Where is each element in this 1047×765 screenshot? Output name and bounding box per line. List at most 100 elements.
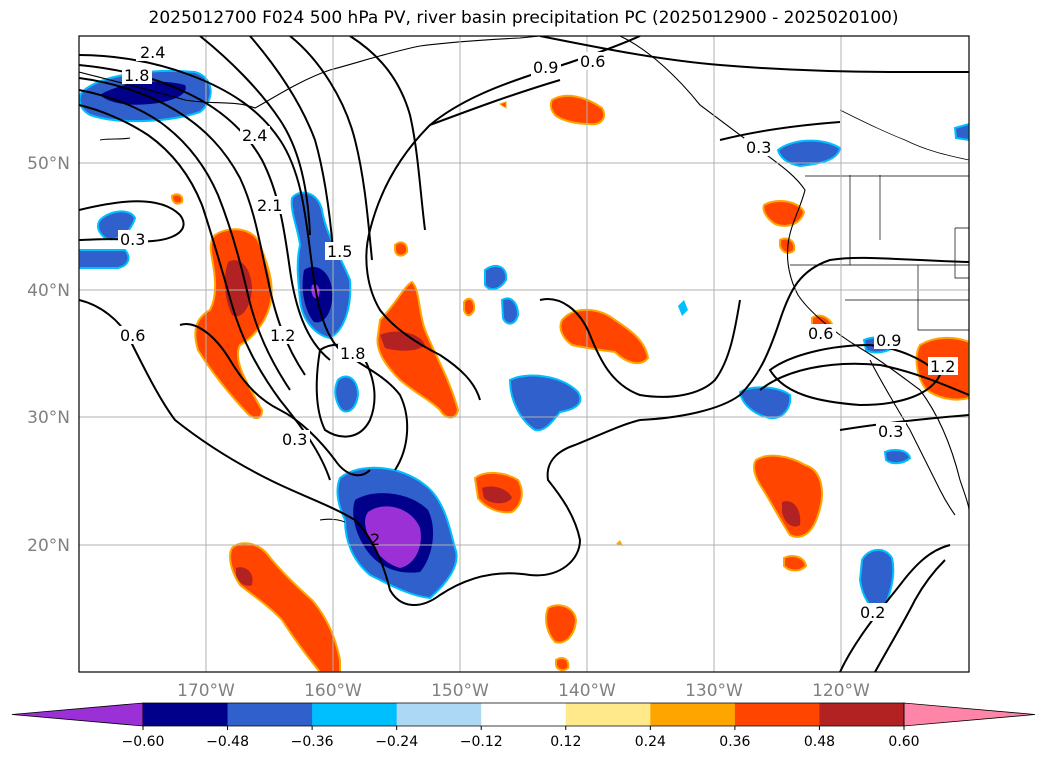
contour-labels: 2.4 1.8 2.4 2.1 1.5 1.2 1.8 0.3 0.6 0.3 … xyxy=(118,43,958,622)
lat-tick-label: 30°N xyxy=(27,408,70,428)
pos-anomaly-c4 xyxy=(559,308,650,365)
contour-label: 0.6 xyxy=(120,326,145,345)
contour-label: 0.3 xyxy=(878,422,903,441)
pos-anomaly-dot2 xyxy=(498,101,507,109)
pv-contour-north-center xyxy=(429,79,561,126)
pv-contour-se xyxy=(839,544,951,672)
pos-anomaly-e2 xyxy=(783,555,808,572)
neg-anomaly-mid2 xyxy=(500,297,520,325)
colorbar-segment xyxy=(734,703,820,726)
border-state4 xyxy=(954,227,969,279)
colorbar-tick-label: −0.60 xyxy=(122,734,165,750)
pv-contour-0.6-north xyxy=(539,36,969,74)
contour-label: 0.9 xyxy=(876,331,901,350)
neg-anomaly-small1 xyxy=(334,375,360,413)
pv-contour-se2 xyxy=(874,559,946,672)
pos-anomaly-e1 xyxy=(753,454,823,538)
colorbar-tick-label: 0.24 xyxy=(635,734,666,750)
colorbar-tick-label: −0.12 xyxy=(460,734,503,750)
pv-contour-east-loop xyxy=(768,343,942,407)
colorbar-extend-max xyxy=(903,702,1036,727)
colorbar-segment xyxy=(227,703,313,726)
pv-contour-0.6-west xyxy=(79,299,641,607)
pos-anomaly-c5-core xyxy=(482,486,512,504)
colorbar-segment xyxy=(819,703,905,726)
lon-tick-label: 130°W xyxy=(685,681,743,701)
pos-anomaly-c1 xyxy=(376,280,460,419)
colorbar-tick-label: −0.24 xyxy=(375,734,418,750)
contour-label: 0.3 xyxy=(746,138,771,157)
contour-label: 2 xyxy=(370,530,380,549)
pos-anomaly-e1-core xyxy=(782,501,801,527)
lon-tick-label: 160°W xyxy=(304,681,362,701)
contour-label: 1.8 xyxy=(124,66,149,85)
neg-anomaly-e4 xyxy=(858,549,895,614)
lat-tick-label: 40°N xyxy=(27,281,70,301)
contour-label: 0.2 xyxy=(860,603,885,622)
contour-label: 1.2 xyxy=(930,357,955,376)
pos-anomaly-sw-core xyxy=(236,567,253,586)
pv-contour-outer2 xyxy=(79,64,331,361)
map-title: 2025012700 F024 500 hPa PV, river basin … xyxy=(148,8,899,28)
pv-contour-outer1 xyxy=(79,54,409,471)
pos-anomaly-dot1 xyxy=(170,193,184,205)
lon-tick-label: 120°W xyxy=(812,681,870,701)
contour-label: 2.4 xyxy=(140,43,165,62)
lat-tick-label: 50°N xyxy=(27,154,70,174)
pv-contour-east-loop2 xyxy=(759,362,969,396)
lon-tick-labels: 170°W 160°W 150°W 140°W 130°W 120°W xyxy=(177,681,870,701)
pv-contour-0.9 xyxy=(639,256,969,421)
colorbar-tick-label: −0.36 xyxy=(291,734,334,750)
lat-tick-labels: 50°N 40°N 30°N 20°N xyxy=(27,154,70,556)
neg-anomaly-ne xyxy=(953,122,969,142)
contour-label: 1.2 xyxy=(270,326,295,345)
coast-aleutian2 xyxy=(319,518,346,523)
pos-anomaly-s1 xyxy=(545,604,578,644)
contour-label: 1.8 xyxy=(340,344,365,363)
coastlines xyxy=(79,36,969,523)
colorbar: −0.60 −0.48 −0.36 −0.24 −0.12 0.12 0.24 0.36 0.4… xyxy=(11,702,1036,750)
colorbar-segment xyxy=(481,703,567,726)
neg-anomaly-mid1 xyxy=(484,264,508,291)
colorbar-tick-label: 0.60 xyxy=(888,734,919,750)
pos-anomaly-sw xyxy=(229,542,341,672)
pv-contour-outer7 xyxy=(249,36,334,251)
coast-baja xyxy=(869,359,956,516)
lat-tick-label: 20°N xyxy=(27,536,70,556)
border-state6 xyxy=(839,109,969,161)
colorbar-segment xyxy=(650,703,736,726)
colorbar-tick-label: 0.48 xyxy=(804,734,835,750)
pos-anomaly-w1 xyxy=(194,228,273,420)
contour-label: 1.5 xyxy=(327,242,352,261)
pv-contour-0.3-west xyxy=(79,200,185,243)
contour-label: 2.4 xyxy=(242,126,267,145)
neg-anomaly-e2 xyxy=(776,139,842,168)
lon-tick-label: 150°W xyxy=(431,681,489,701)
pos-anomaly-e3 xyxy=(762,199,806,227)
colorbar-segment xyxy=(143,703,229,726)
pv-contour-mid-loop xyxy=(539,298,741,398)
border-state3 xyxy=(917,265,969,331)
contour-label: 0.6 xyxy=(580,52,605,71)
map-frame xyxy=(78,35,970,673)
contour-label: 2.1 xyxy=(257,196,282,215)
pv-contour-outer5 xyxy=(79,104,331,481)
pos-anomaly-c2 xyxy=(394,241,409,257)
neg-anomaly-dot1 xyxy=(678,300,688,316)
colorbar-segment xyxy=(565,703,651,726)
colorbar-tick-label: 0.12 xyxy=(550,734,581,750)
colorbar-tick-label: 0.36 xyxy=(719,734,750,750)
contour-label: 0.3 xyxy=(120,230,145,249)
coast-alaska xyxy=(79,36,541,109)
contour-label: 0.9 xyxy=(533,58,558,77)
pos-anomaly-e4 xyxy=(779,237,796,254)
pv-contour-outer6 xyxy=(199,36,311,236)
contour-label: 0.6 xyxy=(808,324,833,343)
pv-contour-ne1 xyxy=(719,121,841,141)
coast-aleutian1 xyxy=(99,137,131,141)
pv-contour-1.5 xyxy=(179,323,371,477)
pos-anomaly-c1-core xyxy=(380,331,425,351)
colorbar-extend-min xyxy=(11,702,144,727)
neg-anomaly-e5 xyxy=(883,449,912,465)
borders xyxy=(790,109,969,331)
